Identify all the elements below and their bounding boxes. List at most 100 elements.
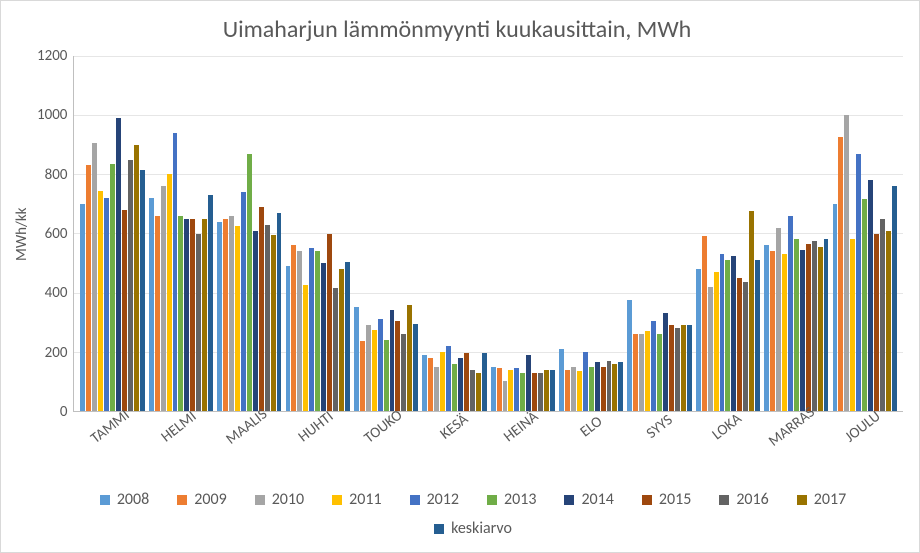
bar: [360, 341, 365, 411]
bar: [208, 195, 213, 411]
bar: [372, 330, 377, 411]
bar: [681, 325, 686, 411]
legend-swatch: [100, 495, 110, 505]
bar: [271, 235, 276, 411]
bar: [259, 207, 264, 411]
bar: [92, 143, 97, 411]
legend-item: 2014: [564, 490, 613, 509]
bar: [651, 321, 656, 411]
chart-title: Uimaharjun lämmönmyynti kuukausittain, M…: [11, 11, 903, 56]
bar: [725, 260, 730, 411]
bar: [321, 263, 326, 411]
bar: [339, 269, 344, 411]
legend-label: keskiarvo: [451, 519, 512, 538]
month-group: [694, 56, 762, 411]
bar: [390, 310, 395, 411]
x-tick: LOKA: [698, 412, 766, 474]
bar: [80, 204, 85, 411]
month-group: [215, 56, 283, 411]
bar: [395, 321, 400, 411]
bar: [824, 239, 829, 411]
legend-item: 2015: [642, 490, 691, 509]
bar: [327, 234, 332, 412]
bar: [618, 362, 623, 411]
bar: [476, 373, 481, 411]
bar: [675, 328, 680, 411]
bar: [354, 307, 359, 411]
bar: [514, 368, 519, 411]
bar: [134, 145, 139, 411]
plot-area: MWh/kk 120010008006004002000: [11, 56, 903, 412]
legend-swatch: [719, 495, 729, 505]
bar: [297, 251, 302, 411]
bar: [384, 340, 389, 411]
legend-label: 2014: [581, 490, 613, 509]
x-tick: TAMMI: [83, 412, 151, 474]
bar: [413, 324, 418, 411]
legend-item: 2013: [487, 490, 536, 509]
bar: [309, 248, 314, 411]
bar: [565, 370, 570, 411]
bar: [880, 219, 885, 411]
legend-item: 2012: [410, 490, 459, 509]
bars-area: [74, 56, 903, 411]
month-group: [831, 56, 899, 411]
bar: [110, 164, 115, 411]
bar: [303, 285, 308, 411]
bar: [886, 231, 891, 411]
bar: [86, 165, 91, 411]
bar: [607, 361, 612, 411]
bar: [184, 219, 189, 411]
bar: [800, 250, 805, 411]
bar: [589, 367, 594, 411]
bar: [639, 334, 644, 411]
bar: [401, 334, 406, 411]
bar: [508, 370, 513, 411]
bar: [577, 371, 582, 411]
month-group: [147, 56, 215, 411]
bar: [178, 216, 183, 411]
x-tick: HUHTI: [288, 412, 356, 474]
bar: [247, 154, 252, 411]
bar: [532, 373, 537, 411]
month-group: [420, 56, 488, 411]
bar: [844, 115, 849, 411]
month-group: [625, 56, 693, 411]
y-axis-label: MWh/kk: [11, 56, 33, 412]
bar: [217, 222, 222, 411]
chart-container: Uimaharjun lämmönmyynti kuukausittain, M…: [0, 0, 920, 553]
month-group: [557, 56, 625, 411]
bar: [458, 358, 463, 411]
bar: [173, 133, 178, 411]
legend-item: 2016: [719, 490, 768, 509]
bar: [491, 367, 496, 411]
bar: [755, 260, 760, 411]
legend: 2008200920102011201220132014201520162017…: [11, 474, 903, 548]
bar: [601, 367, 606, 411]
bar: [235, 226, 240, 411]
x-tick: TOUKO: [356, 412, 424, 474]
bar: [782, 254, 787, 411]
bar: [657, 334, 662, 411]
legend-swatch: [564, 495, 574, 505]
bar: [544, 370, 549, 411]
bar: [315, 251, 320, 411]
bar: [812, 241, 817, 411]
bar: [104, 198, 109, 411]
x-axis: TAMMIHELMIMAALISHUHTITOUKOKESÄHEINÄELOSY…: [11, 412, 903, 474]
bar: [743, 282, 748, 411]
bar: [868, 180, 873, 411]
month-group: [352, 56, 420, 411]
bar: [155, 216, 160, 411]
bar: [731, 256, 736, 411]
x-tick: KESÄ: [425, 412, 493, 474]
bar: [241, 192, 246, 411]
bar: [446, 346, 451, 411]
legend-item: 2008: [100, 490, 149, 509]
bar: [708, 287, 713, 411]
bar: [128, 160, 133, 411]
bar: [520, 373, 525, 411]
bar: [434, 367, 439, 411]
bar: [452, 364, 457, 411]
legend-swatch: [410, 495, 420, 505]
